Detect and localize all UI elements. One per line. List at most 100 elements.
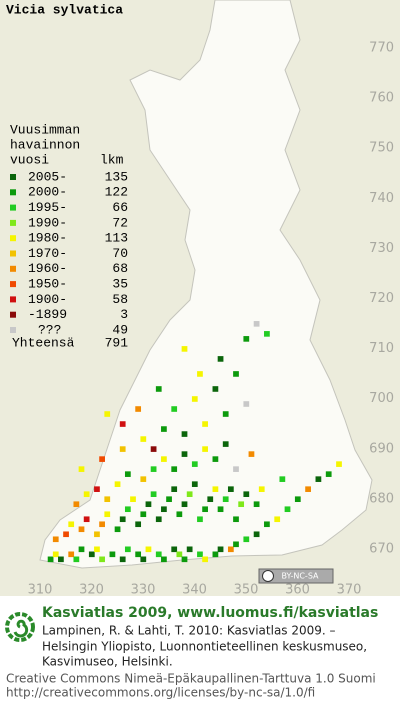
license-url: http://creativecommons.org/licenses/by-n… — [6, 686, 315, 700]
square — [78, 466, 85, 472]
square — [171, 466, 178, 472]
square — [140, 476, 147, 482]
legend-label: 1995- — [28, 200, 67, 215]
legend-heading: havainnon — [10, 137, 80, 152]
square — [135, 406, 142, 412]
legend-label: 1960- — [28, 261, 67, 276]
square — [161, 426, 167, 432]
x-tick-label: 320 — [79, 583, 104, 598]
x-tick-label: 310 — [28, 583, 53, 598]
square — [124, 546, 131, 553]
square — [233, 541, 239, 548]
square — [284, 506, 291, 513]
square — [155, 516, 162, 523]
square — [202, 556, 208, 563]
legend-swatch — [10, 281, 16, 288]
square — [243, 491, 250, 497]
y-tick-label: 730 — [369, 241, 394, 256]
license-badge: BY-NC-SA — [258, 568, 334, 584]
square — [63, 531, 69, 538]
square — [124, 471, 131, 477]
square — [253, 321, 260, 327]
square — [197, 371, 203, 377]
square — [233, 466, 239, 472]
legend-count: 66 — [112, 200, 128, 215]
citation: Lampinen, R. & Lahti, T. 2010: Kasviatla… — [42, 624, 336, 638]
legend-column: vuosi — [10, 152, 49, 167]
legend-count: 70 — [112, 246, 128, 261]
square — [258, 486, 265, 492]
square — [171, 486, 178, 492]
square — [212, 486, 219, 492]
square — [238, 501, 245, 508]
squares — [47, 321, 342, 563]
square — [155, 386, 162, 392]
legend-total: 791 — [105, 335, 129, 350]
legend-swatch — [10, 174, 16, 180]
square — [114, 526, 121, 533]
square — [155, 551, 162, 558]
legend-column: lkm — [100, 152, 124, 167]
square — [248, 451, 255, 457]
square — [161, 506, 167, 513]
square — [161, 456, 167, 462]
square — [181, 556, 188, 563]
square — [109, 551, 116, 558]
square — [124, 506, 131, 513]
cc-icon — [262, 570, 274, 582]
square — [83, 491, 90, 497]
square — [253, 501, 260, 508]
square — [227, 486, 234, 492]
legend-count: 113 — [105, 231, 128, 246]
y-tick-label: 740 — [369, 191, 394, 206]
square — [135, 551, 142, 558]
x-tick-label: 330 — [131, 583, 156, 598]
square — [119, 421, 126, 427]
legend-count: 68 — [112, 261, 128, 276]
legend-count: 49 — [112, 322, 128, 337]
legend-swatch — [10, 219, 16, 226]
square — [181, 501, 188, 508]
square — [171, 406, 178, 412]
logo — [5, 612, 35, 642]
square — [227, 546, 234, 553]
square — [68, 551, 75, 558]
square — [145, 546, 152, 553]
legend-count: 122 — [105, 185, 128, 200]
square — [99, 521, 105, 528]
logo-ring — [5, 612, 35, 642]
y-tick-label: 680 — [369, 491, 394, 506]
x-tick-label: 340 — [182, 583, 207, 598]
x-tick-label: 350 — [234, 583, 259, 598]
y-tick-label: 720 — [369, 291, 394, 306]
square — [202, 446, 208, 452]
square — [212, 551, 219, 558]
square — [336, 461, 342, 467]
x-tick-label: 370 — [337, 583, 362, 598]
square — [212, 386, 219, 392]
square — [161, 556, 167, 563]
square — [88, 551, 95, 558]
legend-swatch — [10, 189, 16, 196]
square — [274, 516, 281, 523]
badge-box — [258, 568, 334, 584]
legend-count: 58 — [112, 292, 128, 307]
legend-swatch — [10, 204, 16, 211]
square — [181, 451, 188, 457]
square — [176, 511, 183, 518]
legend-label: 1900- — [28, 292, 67, 307]
square — [233, 516, 239, 523]
square — [78, 526, 85, 533]
legend-swatch — [10, 327, 16, 333]
map-title: Vicia sylvatica — [6, 2, 123, 17]
legend-label: 1950- — [28, 277, 67, 292]
footer-heading: Kasviatlas 2009, www.luomus.fi/kasviatla… — [42, 605, 378, 621]
legend-heading: Vuusimman — [10, 122, 80, 137]
square — [243, 401, 250, 407]
square — [78, 546, 85, 553]
square — [191, 461, 198, 467]
y-tick-label: 690 — [369, 441, 394, 456]
square — [186, 546, 193, 553]
square — [47, 556, 54, 563]
